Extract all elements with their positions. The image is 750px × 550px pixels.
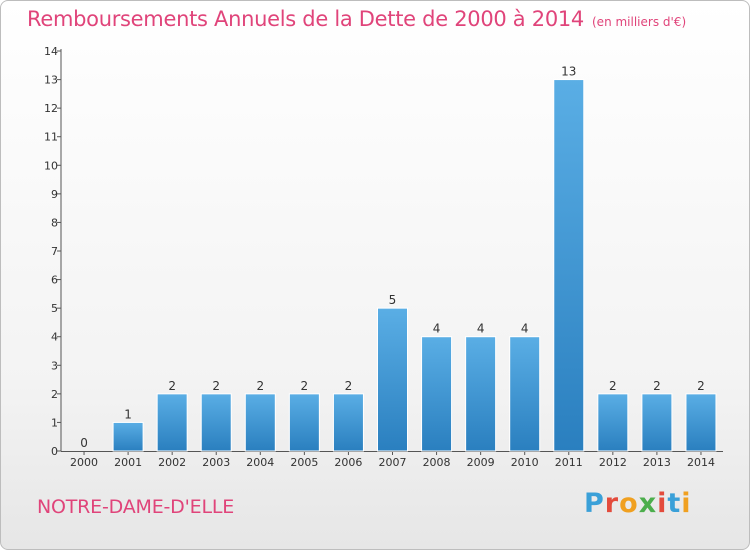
bar [200,393,232,452]
bar-value-label: 5 [389,293,397,307]
commune-name: NOTRE-DAME-D'ELLE [37,496,235,518]
x-tick-label: 2010 [511,456,539,469]
x-tick-label: 2002 [158,456,186,469]
bar-value-label: 2 [609,379,617,393]
bar [288,393,320,452]
x-tick-label: 2011 [555,456,583,469]
bar [156,393,188,452]
bar [641,393,673,452]
bar-value-label: 2 [212,379,220,393]
bar [244,393,276,452]
y-tick-label: 7 [51,245,58,258]
bar-value-label: 0 [80,436,88,450]
y-tick-label: 11 [44,131,58,144]
y-tick-label: 10 [44,159,58,172]
x-tick-label: 2014 [687,456,715,469]
logo-letter: P [584,488,605,519]
bar-value-label: 2 [301,379,309,393]
bar-value-label: 2 [345,379,353,393]
bar-value-label: 4 [521,322,529,336]
bar-value-label: 4 [477,322,485,336]
y-tick-label: 13 [44,74,58,87]
chart-title: Remboursements Annuels de la Dette de 20… [27,7,686,31]
bar-value-label: 1 [124,407,132,421]
proxiti-logo[interactable]: Proxiti [584,488,692,519]
x-tick-label: 2001 [114,456,142,469]
x-tick-label: 2007 [379,456,407,469]
bar [685,393,717,452]
bar [332,393,364,452]
y-tick-label: 8 [51,216,58,229]
chart-title-text: Remboursements Annuels de la Dette de 20… [27,7,584,31]
y-tick-label: 9 [51,188,58,201]
bar [377,307,408,452]
x-tick-label: 2008 [423,456,451,469]
bar [112,421,144,452]
bar [553,79,585,452]
logo-letter: i [657,488,668,519]
y-tick-label: 14 [44,45,58,58]
x-tick-label: 2000 [70,456,98,469]
y-tick-label: 2 [51,388,58,401]
logo-letter: x [638,488,658,519]
chart-unit: (en milliers d'€) [592,15,687,29]
bar [465,336,497,452]
bar [421,336,453,452]
y-tick-label: 12 [44,102,58,115]
logo-letter: r [604,488,620,519]
logo-letter: i [681,488,692,519]
y-tick-label: 1 [51,416,58,429]
x-tick-label: 2006 [334,456,362,469]
y-tick-label: 3 [51,359,58,372]
bar-value-label: 2 [653,379,661,393]
bar-value-label: 4 [433,322,441,336]
x-tick-label: 2004 [246,456,274,469]
x-tick-label: 2003 [202,456,230,469]
bar [597,393,629,452]
logo-letter: o [619,488,639,519]
y-tick-label: 4 [51,331,58,344]
x-tick-label: 2012 [599,456,627,469]
y-tick-label: 0 [51,445,58,458]
bar-value-label: 13 [561,65,576,79]
x-tick-label: 2013 [643,456,671,469]
bar-value-label: 2 [697,379,705,393]
bar-value-label: 2 [168,379,176,393]
y-tick-label: 6 [51,274,58,287]
x-tick-label: 2009 [467,456,495,469]
x-tick-label: 2005 [290,456,318,469]
y-tick-label: 5 [51,302,58,315]
bar [509,336,541,452]
logo-letter: t [667,488,682,519]
bar-value-label: 2 [256,379,264,393]
